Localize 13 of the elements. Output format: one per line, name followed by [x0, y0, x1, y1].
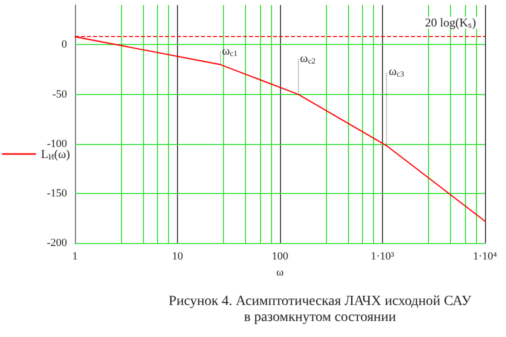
x-tick-label: 1·10⁴ [473, 250, 498, 262]
x-tick-label: 1·10³ [370, 250, 395, 262]
y-tick-label: -200 [46, 237, 68, 249]
x-tick-label: 100 [272, 250, 289, 262]
y-tick-label: -150 [46, 187, 68, 200]
text: Рисунок 4. Асимптотическая ЛАЧХ исходной САУ в разомкнутом состоянии [168, 294, 472, 326]
y-tick-label: -100 [46, 138, 68, 150]
ref-line-label: 20 log(Kₛ) [425, 16, 476, 30]
x-tick-label: 1 [72, 250, 78, 262]
x-tick-label: 10 [172, 250, 184, 262]
y-tick-label: 0 [62, 38, 68, 51]
x-axis-title: ω [276, 266, 284, 278]
y-tick-label: -50 [52, 88, 68, 100]
